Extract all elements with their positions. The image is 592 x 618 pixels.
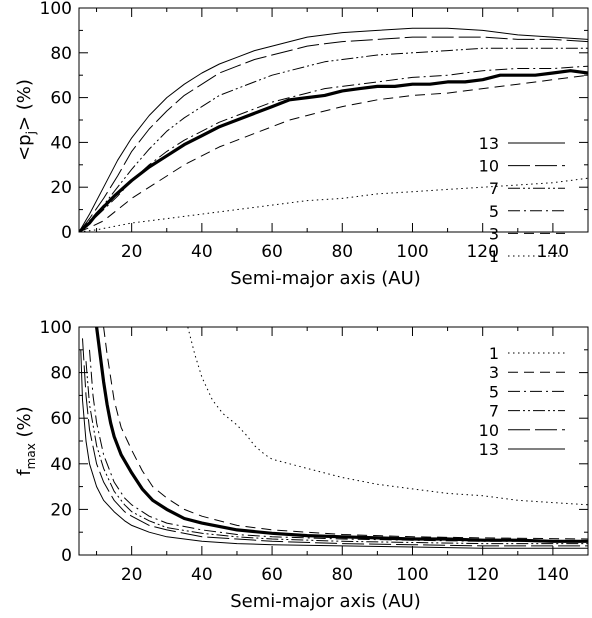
legend: 13 10 7 5 3 1: [479, 134, 565, 266]
series-line-1: [79, 177, 588, 232]
series-line-3: [103, 327, 588, 540]
x-tick-label: 60: [261, 242, 283, 262]
y-tick-label: 20: [50, 178, 72, 198]
plot-frame: [78, 326, 589, 556]
y-tick-label: 0: [61, 223, 72, 243]
x-tick-label: 20: [121, 565, 143, 585]
chart-panel-2: 20 40 60 80 100 120 140 0 20 40 60 80 100 Semi-major …: [14, 318, 589, 612]
series-line-bold: [95, 327, 588, 543]
legend-label: 7: [489, 402, 499, 421]
legend-label: 1: [489, 247, 499, 266]
series-line-13: [79, 27, 588, 232]
x-tick-label: 80: [331, 565, 353, 585]
series-line-3: [79, 74, 588, 232]
legend-label: 3: [489, 224, 499, 243]
series-group: [80, 327, 588, 549]
x-tick-label: 80: [331, 242, 353, 262]
x-tick-label: 140: [537, 242, 569, 262]
x-tick-label: 120: [466, 565, 498, 585]
legend-label: 5: [489, 202, 499, 221]
legend-label: 13: [479, 134, 499, 153]
x-axis-label: Semi-major axis (AU): [230, 591, 421, 612]
y-tick-label: 100: [40, 0, 72, 19]
series-line-5: [89, 349, 588, 542]
y-tick-label: 40: [50, 455, 72, 475]
legend-label: 10: [479, 157, 499, 176]
series-line-10: [79, 36, 588, 232]
y-axis-label: <pj> (%): [14, 79, 38, 161]
y-tick-label: 60: [50, 409, 72, 429]
y-tick-label: 0: [61, 546, 72, 566]
plot-frame: [78, 7, 589, 233]
series-line-bold: [79, 69, 588, 232]
y-tick-label: 60: [50, 89, 72, 109]
x-tick-label: 40: [191, 565, 213, 585]
x-tick-label: 20: [121, 242, 143, 262]
legend-label: 13: [479, 440, 499, 459]
series-line-7: [85, 361, 588, 545]
x-axis-label: Semi-major axis (AU): [230, 268, 421, 289]
series-group: [79, 27, 588, 232]
series-line-1: [187, 327, 588, 506]
legend-label: 3: [489, 363, 499, 382]
x-tick-label: 140: [537, 565, 569, 585]
x-tick-label: 100: [396, 242, 428, 262]
series-line-10: [82, 338, 588, 547]
legend-label: 10: [479, 421, 499, 440]
y-tick-label: 40: [50, 133, 72, 153]
legend-label: 5: [489, 382, 499, 401]
y-axis-label: fmax (%): [14, 406, 38, 475]
x-tick-label: 100: [396, 565, 428, 585]
chart-panel-1: 20 40 60 80 100 120 140 0 20 40 60 80 100 Semi-major …: [14, 0, 589, 289]
legend-label: 1: [489, 344, 499, 363]
series-line-7: [79, 47, 588, 232]
y-tick-label: 100: [40, 318, 72, 338]
x-tick-label: 40: [191, 242, 213, 262]
x-tick-label: 60: [261, 565, 283, 585]
y-tick-label: 20: [50, 500, 72, 520]
series-line-5: [79, 65, 588, 232]
y-tick-label: 80: [50, 44, 72, 64]
legend-label: 7: [489, 179, 499, 198]
y-tick-label: 80: [50, 364, 72, 384]
series-line-13: [80, 349, 588, 549]
x-tick-label: 120: [466, 242, 498, 262]
